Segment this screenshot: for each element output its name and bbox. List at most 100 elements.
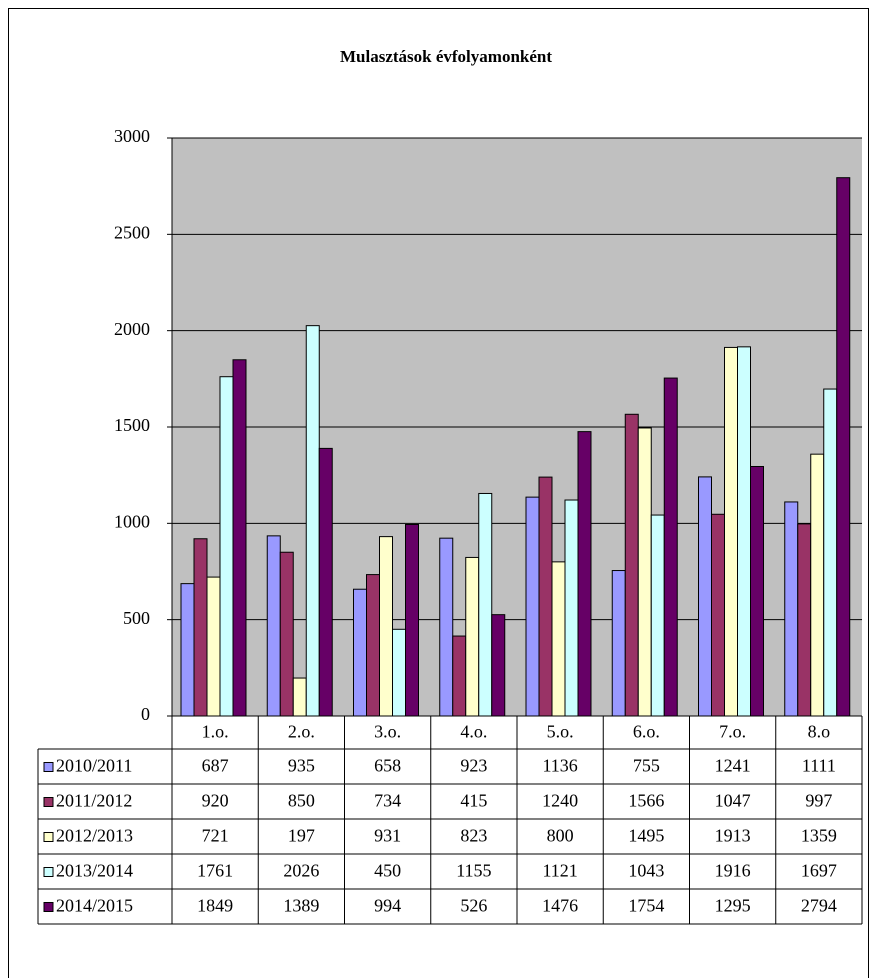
table-value: 850 <box>288 791 315 811</box>
table-value: 935 <box>288 756 315 776</box>
bar <box>439 537 454 717</box>
bar <box>478 492 493 717</box>
legend-swatch <box>43 867 54 877</box>
table-value: 1754 <box>628 896 664 916</box>
bar <box>737 346 751 717</box>
y-tick-label: 500 <box>123 608 150 628</box>
bar <box>698 476 712 717</box>
x-tick-label: 7.o. <box>719 722 746 742</box>
table-value: 658 <box>374 756 401 776</box>
legend-label: 2013/2014 <box>56 861 133 881</box>
y-tick-label: 0 <box>141 704 150 724</box>
bar <box>219 376 234 717</box>
legend-swatch <box>43 902 54 912</box>
bar <box>279 551 294 717</box>
y-tick-label: 3000 <box>114 126 150 146</box>
bar <box>305 325 320 717</box>
table-value: 1476 <box>542 896 578 916</box>
table-value: 823 <box>460 826 487 846</box>
bar <box>836 177 851 717</box>
bar <box>663 377 678 717</box>
table-value: 1295 <box>715 896 751 916</box>
table-value: 1849 <box>197 896 233 916</box>
bar <box>577 431 592 717</box>
bar <box>405 523 419 717</box>
bar <box>711 513 725 717</box>
bar <box>624 413 639 717</box>
chart-title: Mulasztások évfolyamonként <box>340 47 552 66</box>
table-value: 1047 <box>715 791 751 811</box>
y-tick-label: 2000 <box>114 319 150 339</box>
y-tick-label: 1500 <box>114 415 150 435</box>
table-value: 197 <box>288 826 315 846</box>
table-value: 450 <box>374 861 401 881</box>
table-value: 415 <box>460 791 487 811</box>
bar <box>724 346 738 717</box>
bar <box>465 556 480 717</box>
table-value: 997 <box>805 791 832 811</box>
table-value: 1697 <box>801 861 837 881</box>
table-value: 734 <box>374 791 401 811</box>
y-tick-label: 1000 <box>114 511 150 531</box>
table-value: 1111 <box>802 756 836 776</box>
bar <box>392 628 406 717</box>
table-value: 994 <box>374 896 401 916</box>
x-tick-label: 2.o. <box>288 722 315 742</box>
bar <box>180 583 195 717</box>
bar <box>810 453 825 717</box>
bar <box>551 561 566 717</box>
x-tick-label: 6.o. <box>633 722 660 742</box>
table-value: 526 <box>460 896 487 916</box>
table-value: 800 <box>547 826 574 846</box>
table-value: 1913 <box>715 826 751 846</box>
table-value: 1495 <box>628 826 664 846</box>
x-tick-label: 4.o. <box>460 722 487 742</box>
table-value: 721 <box>202 826 229 846</box>
bar <box>353 588 367 717</box>
table-value: 1155 <box>456 861 491 881</box>
bar <box>797 523 812 717</box>
table-value: 920 <box>202 791 229 811</box>
x-tick-label: 8.o <box>808 722 831 742</box>
bar <box>637 427 652 717</box>
legend-label: 2011/2012 <box>56 791 132 811</box>
bar <box>784 501 799 717</box>
bar <box>611 570 626 717</box>
legend-label: 2012/2013 <box>56 826 133 846</box>
bar <box>379 536 393 717</box>
table-value: 2026 <box>283 861 319 881</box>
bar <box>564 499 579 717</box>
table-value: 2794 <box>801 896 837 916</box>
x-tick-label: 5.o. <box>547 722 574 742</box>
legend-swatch <box>43 832 54 842</box>
bar <box>650 514 665 717</box>
table-value: 1916 <box>715 861 751 881</box>
bar <box>318 447 333 717</box>
table-value: 1240 <box>542 791 578 811</box>
table-value: 1359 <box>801 826 837 846</box>
bar <box>292 677 307 717</box>
table-value: 1761 <box>197 861 233 881</box>
bar <box>193 538 208 717</box>
table-value: 931 <box>374 826 401 846</box>
bar <box>452 635 467 717</box>
bar <box>366 574 380 717</box>
table-value: 1389 <box>283 896 319 916</box>
bar <box>538 476 553 717</box>
bar <box>206 576 221 717</box>
legend-label: 2014/2015 <box>56 896 133 916</box>
y-tick-label: 2500 <box>114 222 150 242</box>
legend-swatch <box>43 762 54 772</box>
x-tick-label: 3.o. <box>374 722 401 742</box>
legend-label: 2010/2011 <box>56 756 132 776</box>
bar <box>823 388 838 717</box>
table-value: 687 <box>202 756 229 776</box>
bar <box>266 535 281 717</box>
table-value: 755 <box>633 756 660 776</box>
table-value: 1043 <box>628 861 664 881</box>
table-value: 1241 <box>715 756 751 776</box>
bar <box>232 359 247 717</box>
table-value: 1136 <box>542 756 577 776</box>
bar <box>525 496 540 717</box>
